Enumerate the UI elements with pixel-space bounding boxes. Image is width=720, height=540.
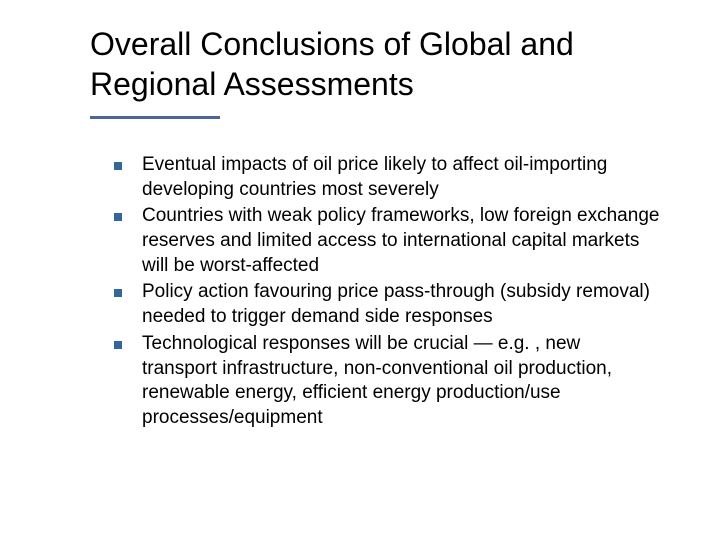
list-item: Eventual impacts of oil price likely to … — [114, 153, 660, 202]
list-item: Countries with weak policy frameworks, l… — [114, 204, 660, 278]
list-item: Technological responses will be crucial … — [114, 332, 660, 431]
slide-title: Overall Conclusions of Global and Region… — [90, 24, 660, 104]
title-underline — [90, 116, 220, 119]
bullet-list: Eventual impacts of oil price likely to … — [90, 153, 660, 431]
list-item: Policy action favouring price pass-throu… — [114, 280, 660, 329]
